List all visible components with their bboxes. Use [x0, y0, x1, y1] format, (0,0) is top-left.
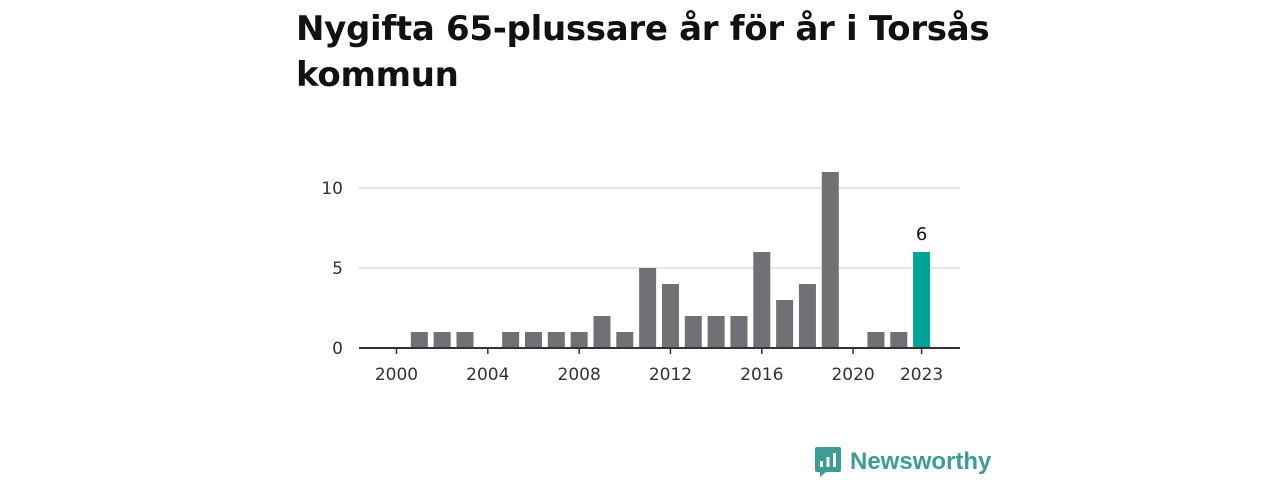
bar: [798, 284, 816, 348]
y-axis-labels: 0 5 10: [321, 179, 343, 359]
y-tick-label: 10: [321, 179, 343, 199]
bar: [456, 332, 474, 348]
y-tick-label: 0: [332, 339, 343, 359]
newsworthy-logo-icon: [815, 447, 841, 477]
x-tick-label: 2012: [649, 365, 692, 385]
bar: [433, 332, 451, 348]
bar: [776, 300, 794, 348]
x-axis: [359, 347, 960, 354]
y-tick-label: 5: [332, 259, 343, 279]
bar-chart: 0 5 10 2000 2004 2008 2012 2016 2020 2023 6: [321, 172, 960, 385]
bar: [593, 316, 611, 348]
bar: [821, 172, 839, 348]
x-tick-label: 2004: [466, 365, 509, 385]
data-labels: 6: [916, 224, 927, 245]
bar: [707, 316, 725, 348]
bar: [524, 332, 542, 348]
bar: [570, 332, 588, 348]
bar: [410, 332, 428, 348]
gridlines: [359, 187, 960, 269]
bar: [502, 332, 520, 348]
x-axis-labels: 2000 2004 2008 2012 2016 2020 2023: [375, 365, 943, 385]
bar: [661, 284, 679, 348]
data-label: 6: [916, 224, 927, 245]
x-tick-label: 2023: [900, 365, 943, 385]
bar: [616, 332, 634, 348]
x-tick-label: 2008: [558, 365, 601, 385]
bar: [730, 316, 748, 348]
bar: [867, 332, 885, 348]
chart-title: Nygifta 65-plussare år för år i Torsås k…: [296, 9, 990, 95]
x-tick-label: 2000: [375, 365, 418, 385]
bars: [410, 172, 931, 348]
x-tick-label: 2016: [740, 365, 783, 385]
brand-name: Newsworthy: [850, 448, 992, 475]
bar: [639, 268, 657, 348]
bar: [684, 316, 702, 348]
x-tick-label: 2020: [831, 365, 874, 385]
bar-highlight: [913, 252, 931, 348]
bar: [547, 332, 565, 348]
bar: [753, 252, 771, 348]
newsworthy-logo: Newsworthy: [814, 446, 991, 478]
bar: [890, 332, 908, 348]
